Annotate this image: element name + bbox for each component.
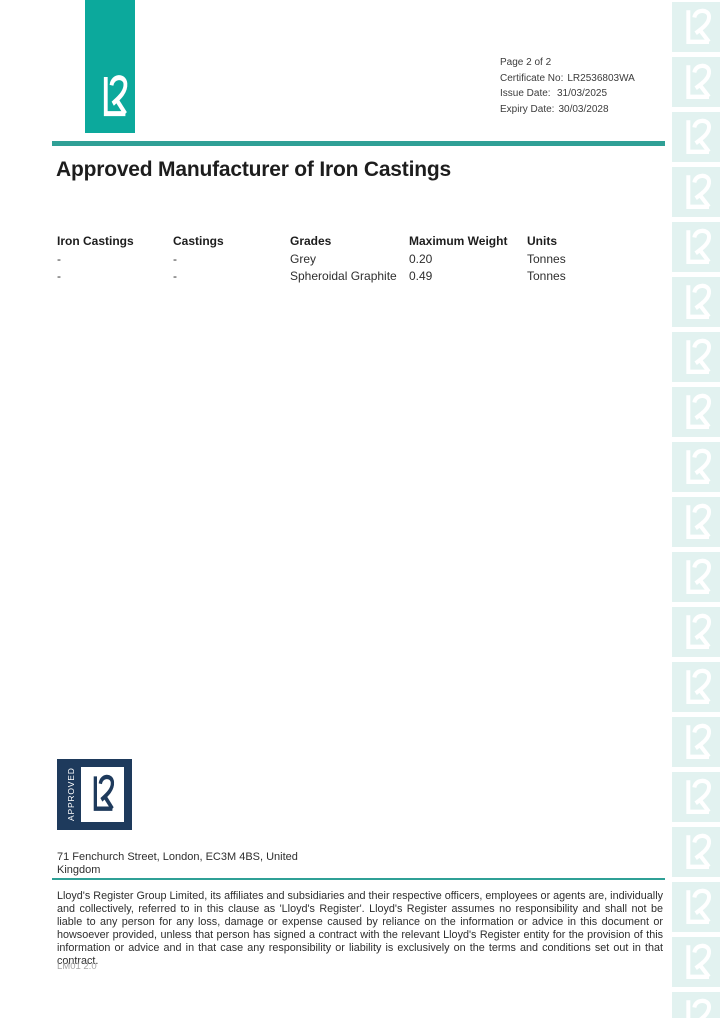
lr-logo-watermark-icon (672, 2, 720, 52)
lr-logo-watermark-icon (672, 57, 720, 107)
header-divider (52, 141, 665, 146)
lr-monogram-icon (86, 772, 119, 816)
table-cell: 0.20 (409, 251, 433, 266)
issue-date-value: 31/03/2025 (557, 88, 608, 99)
lr-logo-watermark-icon (672, 222, 720, 272)
certificate-no-label: Certificate No: (500, 72, 564, 84)
watermark-column (672, 0, 720, 1018)
table-header-cell: Maximum Weight (409, 234, 508, 248)
lr-logo-watermark-icon (672, 277, 720, 327)
lr-logo-watermark-icon (672, 112, 720, 162)
page-indicator: Page 2 of 2 (500, 57, 552, 68)
lr-logo (85, 0, 135, 133)
lr-logo-watermark-icon (672, 332, 720, 382)
table-header-cell: Iron Castings (57, 234, 134, 248)
lr-monogram-icon (95, 72, 133, 122)
lr-logo-watermark-icon (672, 387, 720, 437)
table-row: - - Grey 0.20 Tonnes (57, 251, 657, 269)
table-cell: Spheroidal Graphite (290, 269, 397, 283)
table-header-cell: Grades (290, 234, 332, 248)
legal-disclaimer: Lloyd's Register Group Limited, its affi… (57, 890, 663, 967)
table-row: - - Spheroidal Graphite 0.49 Tonnes (57, 268, 657, 286)
certificate-no-value: LR2536803WA (567, 72, 635, 84)
lr-logo-watermark-icon (672, 992, 720, 1018)
lr-approved-badge-icon: APPROVED (57, 759, 132, 830)
document-code: LM01 2.0 (57, 961, 97, 972)
lr-logo-watermark-icon (672, 167, 720, 217)
expiry-date-value: 30/03/2028 (558, 103, 609, 115)
lr-logo-watermark-icon (672, 552, 720, 602)
lr-logo-watermark-icon (672, 937, 720, 987)
issue-date-label: Issue Date: (500, 88, 551, 99)
table-cell: Grey (290, 251, 317, 266)
table-cell: 0.49 (409, 269, 433, 283)
table-header-cell: Castings (173, 234, 224, 248)
lr-logo-watermark-icon (672, 607, 720, 657)
table-header-row: Iron Castings Castings Grades Maximum We… (57, 233, 657, 251)
page-title: Approved Manufacturer of Iron Castings (56, 158, 451, 181)
lr-logo-watermark-icon (672, 882, 720, 932)
approved-lr-box (81, 767, 124, 822)
table-cell: - (173, 251, 177, 266)
lr-logo-watermark-icon (672, 662, 720, 712)
footer-divider (52, 878, 665, 880)
approved-label: APPROVED (66, 767, 76, 822)
table-cell: - (173, 269, 177, 283)
castings-table: Iron Castings Castings Grades Maximum We… (57, 233, 657, 286)
table-cell: - (57, 251, 61, 266)
table-header-cell: Units (527, 234, 557, 248)
lr-logo-watermark-icon (672, 442, 720, 492)
lr-logo-watermark-icon (672, 827, 720, 877)
expiry-date-label: Expiry Date: (500, 103, 555, 115)
office-address: 71 Fenchurch Street, London, EC3M 4BS, U… (57, 851, 298, 876)
certificate-meta: Page 2 of 2 Certificate No: LR2536803WA … (500, 55, 680, 117)
lr-logo-watermark-icon (672, 772, 720, 822)
lr-logo-watermark-icon (672, 497, 720, 547)
lr-logo-watermark-icon (672, 717, 720, 767)
table-cell: Tonnes (527, 251, 566, 266)
table-cell: Tonnes (527, 269, 566, 283)
table-cell: - (57, 269, 61, 283)
